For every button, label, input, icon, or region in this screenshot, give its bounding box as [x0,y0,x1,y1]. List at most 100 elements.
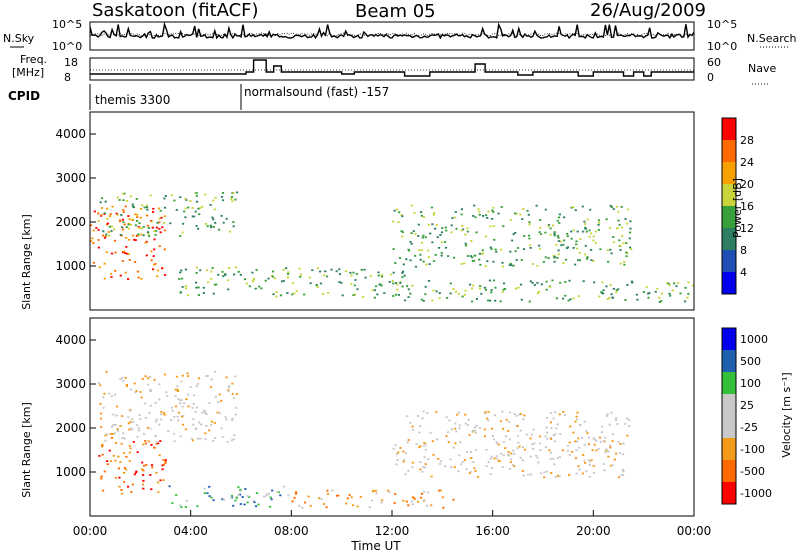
echo-cell [230,497,233,499]
echo-cell [286,292,289,294]
echo-cell [556,457,559,459]
echo-cell [235,393,238,395]
echo-cell [527,213,530,216]
echo-cell [679,292,682,295]
echo-cell [533,442,536,445]
echo-cell [423,456,426,458]
echo-cell [148,376,151,378]
echo-cell [407,439,410,441]
echo-cell [139,391,142,393]
echo-cell [463,459,466,461]
echo-cell [255,492,259,494]
echo-cell [606,249,609,252]
echo-cell [487,419,490,422]
echo-cell [197,377,201,380]
echo-cell [469,451,473,453]
echo-cell [487,210,490,213]
colorbar-segment [722,372,736,394]
nsky-label: N.Sky [3,32,35,45]
echo-cell [509,262,512,265]
echo-cell [119,425,122,427]
echo-cell [527,473,530,476]
echo-cell [501,466,504,468]
echo-cell [252,278,255,281]
echo-cell [230,419,234,422]
echo-cell [176,388,179,391]
echo-cell [514,212,517,215]
echo-cell [111,425,114,428]
echo-cell [392,447,395,450]
echo-cell [458,424,461,427]
echo-cell [102,489,105,492]
echo-cell [519,429,522,432]
echo-cell [129,410,132,412]
echo-cell [544,446,547,448]
y-tick-label: 1000 [55,465,86,479]
echo-cell [409,421,412,424]
echo-cell [558,456,562,459]
echo-cell [218,412,222,415]
echo-cell [109,272,113,275]
echo-cell [236,191,239,194]
echo-cell [113,432,117,435]
echo-cell [505,418,508,421]
echo-cell [246,495,249,497]
echo-cell [154,435,157,437]
echo-cell [394,293,398,296]
echo-cell [194,411,197,413]
echo-cell [124,271,127,274]
echo-cell [556,219,559,222]
echo-cell [630,280,633,283]
echo-cell [577,437,580,440]
nsky-tick-top: 10^5 [52,18,82,31]
echo-cell [484,288,487,291]
echo-cell [227,389,230,391]
echo-cell [471,430,474,433]
echo-cell [113,228,116,231]
echo-cell [620,226,624,229]
echo-cell [432,289,435,292]
echo-cell [185,499,188,502]
echo-cell [176,385,179,388]
echo-cell [413,498,416,500]
echo-cell [152,263,156,266]
power-ylabel: Slant Range [km] [20,214,33,310]
echo-cell [164,274,167,276]
echo-cell [570,230,573,233]
echo-cell [251,271,254,274]
echo-cell [401,231,404,233]
echo-cell [515,424,518,427]
echo-cell [373,296,376,299]
echo-cell [557,236,560,239]
echo-cell [134,391,137,394]
echo-cell [132,441,135,443]
echo-cell [143,464,146,467]
echo-cell [474,429,477,432]
echo-cell [484,235,487,238]
echo-cell [474,432,477,434]
echo-cell [210,424,213,426]
echo-cell [549,436,552,439]
echo-cell [128,428,131,431]
echo-cell [658,301,661,303]
echo-cell [130,418,134,420]
colorbar-segment [722,184,736,206]
echo-cell [411,429,415,431]
echo-cell [159,479,162,482]
echo-cell [341,294,344,297]
echo-cell [139,418,142,420]
echo-cell [158,221,161,224]
echo-cell [141,204,144,207]
echo-cell [501,290,504,293]
echo-cell [404,473,407,476]
echo-cell [584,226,587,229]
echo-cell [445,435,448,437]
echo-cell [291,282,295,285]
echo-cell [220,196,224,198]
echo-cell [152,255,155,257]
echo-cell [528,237,531,240]
echo-cell [121,192,125,195]
echo-cell [209,204,212,206]
echo-cell [409,240,412,243]
